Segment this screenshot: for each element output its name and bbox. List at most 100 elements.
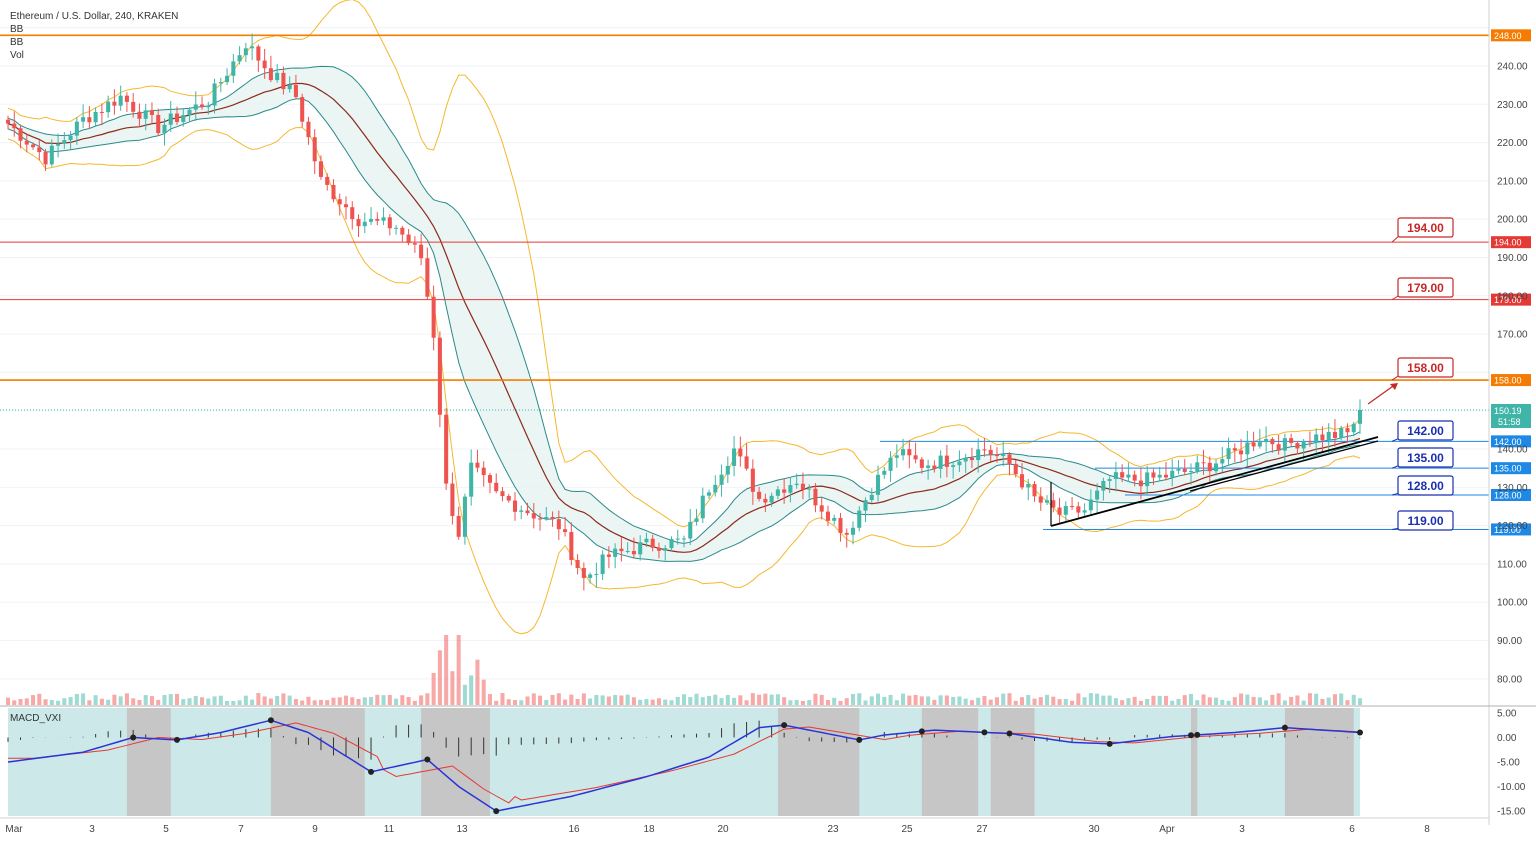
candle-body[interactable] [1245, 442, 1250, 455]
candle-body[interactable] [613, 548, 618, 557]
candle-body[interactable] [1182, 468, 1187, 472]
candle-body[interactable] [1019, 474, 1025, 488]
candle-body[interactable] [750, 468, 755, 492]
candle-body[interactable] [969, 457, 974, 461]
candle-body[interactable] [1107, 478, 1112, 481]
candle-body[interactable] [394, 227, 399, 229]
candle-body[interactable] [763, 498, 768, 503]
candle-body[interactable] [894, 455, 899, 458]
candle-body[interactable] [124, 95, 129, 102]
candle-body[interactable] [437, 337, 442, 415]
candle-body[interactable] [68, 135, 73, 141]
candle-body[interactable] [982, 449, 987, 451]
candle-body[interactable] [769, 495, 774, 503]
candle-body[interactable] [838, 517, 843, 533]
candle-body[interactable] [181, 115, 186, 122]
candle-body[interactable] [475, 462, 480, 468]
candle-body[interactable] [200, 104, 205, 108]
candle-body[interactable] [218, 82, 223, 84]
candle-body[interactable] [813, 488, 818, 506]
target-box[interactable] [1397, 357, 1454, 378]
candle-body[interactable] [206, 105, 211, 108]
candle-body[interactable] [775, 489, 780, 496]
candle-body[interactable] [1301, 441, 1306, 449]
candle-body[interactable] [1176, 468, 1181, 471]
candle-body[interactable] [375, 218, 380, 221]
resistance-trendline[interactable] [1189, 440, 1379, 492]
candle-body[interactable] [362, 221, 367, 227]
candle-body[interactable] [1126, 474, 1131, 478]
candle-body[interactable] [1226, 448, 1231, 460]
candle-body[interactable] [1314, 434, 1319, 443]
horizontal-levels[interactable] [0, 34, 1489, 530]
candle-body[interactable] [1357, 409, 1363, 424]
candle-body[interactable] [112, 101, 117, 106]
candle-body[interactable] [926, 465, 931, 468]
candle-body[interactable] [951, 465, 956, 467]
candle-body[interactable] [237, 55, 242, 62]
candle-body[interactable] [832, 517, 837, 521]
candle-body[interactable] [901, 449, 906, 456]
candle-body[interactable] [1207, 462, 1212, 472]
target-box[interactable] [1397, 475, 1454, 496]
candle-body[interactable] [994, 454, 999, 457]
candle-body[interactable] [600, 554, 605, 575]
candle-body[interactable] [225, 75, 230, 83]
candle-body[interactable] [575, 559, 580, 568]
candle-body[interactable] [538, 518, 543, 520]
candle-body[interactable] [243, 48, 248, 56]
candle-body[interactable] [1295, 443, 1300, 449]
candlesticks[interactable] [5, 33, 1363, 591]
candle-body[interactable] [1032, 484, 1037, 497]
candle-body[interactable] [606, 554, 611, 557]
candle-body[interactable] [650, 538, 655, 548]
candle-body[interactable] [631, 550, 636, 555]
candle-body[interactable] [1339, 428, 1344, 438]
candle-body[interactable] [1063, 506, 1068, 515]
candle-body[interactable] [694, 518, 699, 522]
candle-body[interactable] [1007, 454, 1012, 464]
candle-body[interactable] [168, 113, 173, 125]
candle-body[interactable] [231, 61, 236, 76]
candle-body[interactable] [519, 510, 524, 512]
price-axis[interactable]: 248.00 194.00 179.00 158.00 142.00 135.00 128.… [1491, 29, 1531, 818]
candle-body[interactable] [531, 513, 536, 519]
candle-body[interactable] [24, 140, 29, 145]
candle-body[interactable] [625, 550, 630, 552]
candle-body[interactable] [306, 121, 311, 138]
candle-body[interactable] [43, 152, 48, 165]
candle-body[interactable] [31, 144, 36, 148]
candle-body[interactable] [400, 227, 405, 235]
legend-volume[interactable]: Vol [10, 50, 24, 61]
candle-body[interactable] [137, 111, 142, 119]
candle-body[interactable] [869, 494, 874, 501]
candle-body[interactable] [569, 532, 574, 560]
candle-body[interactable] [325, 176, 330, 185]
candle-body[interactable] [1307, 441, 1312, 443]
candle-body[interactable] [738, 448, 743, 457]
candle-body[interactable] [913, 455, 918, 460]
candle-body[interactable] [1120, 472, 1125, 478]
candle-body[interactable] [581, 567, 586, 578]
candle-body[interactable] [1082, 510, 1087, 513]
candle-body[interactable] [1157, 474, 1162, 478]
candle-body[interactable] [318, 161, 323, 177]
candle-body[interactable] [287, 84, 292, 90]
candle-body[interactable] [462, 496, 467, 537]
candle-body[interactable] [794, 483, 799, 486]
candle-body[interactable] [1151, 472, 1156, 478]
candle-body[interactable] [56, 143, 61, 146]
candle-body[interactable] [1276, 444, 1281, 451]
candle-body[interactable] [118, 95, 123, 106]
candle-body[interactable] [406, 234, 411, 244]
candle-body[interactable] [938, 455, 943, 469]
candle-body[interactable] [12, 123, 17, 129]
candle-body[interactable] [450, 483, 455, 516]
target-box[interactable] [1397, 217, 1454, 238]
candle-body[interactable] [675, 538, 680, 540]
candle-body[interactable] [907, 449, 912, 456]
candle-body[interactable] [281, 72, 286, 90]
candle-body[interactable] [1070, 506, 1075, 508]
candle-body[interactable] [1038, 496, 1043, 503]
candle-body[interactable] [18, 128, 23, 141]
